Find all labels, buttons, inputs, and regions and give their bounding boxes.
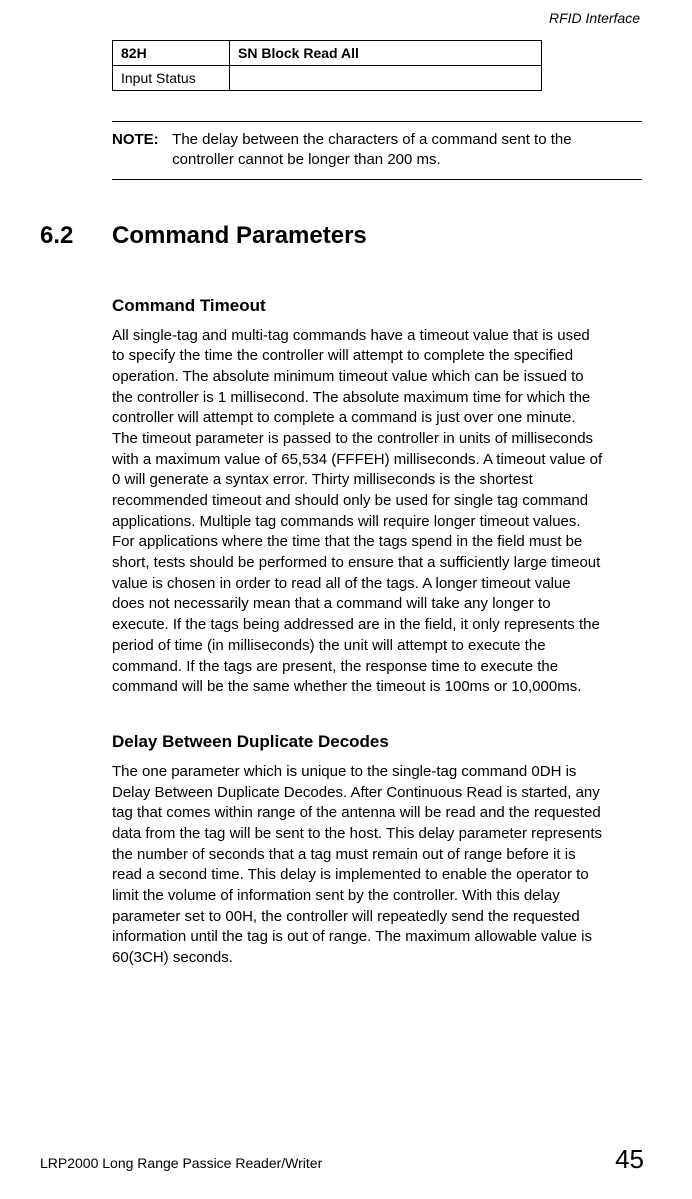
page: RFID Interface 82H SN Block Read All Inp… [0,0,692,1199]
table-cell-code: Input Status [113,66,230,91]
table-cell-desc: SN Block Read All [230,41,542,66]
section-title: Command Parameters [112,222,367,250]
subsection-heading: Command Timeout [112,296,644,316]
running-head: RFID Interface [40,10,644,26]
footer: LRP2000 Long Range Passice Reader/Writer… [40,1144,644,1175]
table-cell-desc [230,66,542,91]
page-number: 45 [615,1144,644,1175]
section-number: 6.2 [40,222,112,250]
command-table: 82H SN Block Read All Input Status [112,40,542,91]
footer-text: LRP2000 Long Range Passice Reader/Writer [40,1155,322,1171]
body-paragraph: All single-tag and multi-tag commands ha… [112,326,604,698]
table-row: Input Status [113,66,542,91]
note-label: NOTE: [112,130,168,150]
body-paragraph: The one parameter which is unique to the… [112,762,604,969]
table-cell-code: 82H [113,41,230,66]
section-heading-row: 6.2 Command Parameters [40,222,644,250]
note-text: The delay between the characters of a co… [172,130,632,171]
table-row: 82H SN Block Read All [113,41,542,66]
note-block: NOTE: The delay between the characters o… [112,121,642,180]
subsection-heading: Delay Between Duplicate Decodes [112,732,644,752]
